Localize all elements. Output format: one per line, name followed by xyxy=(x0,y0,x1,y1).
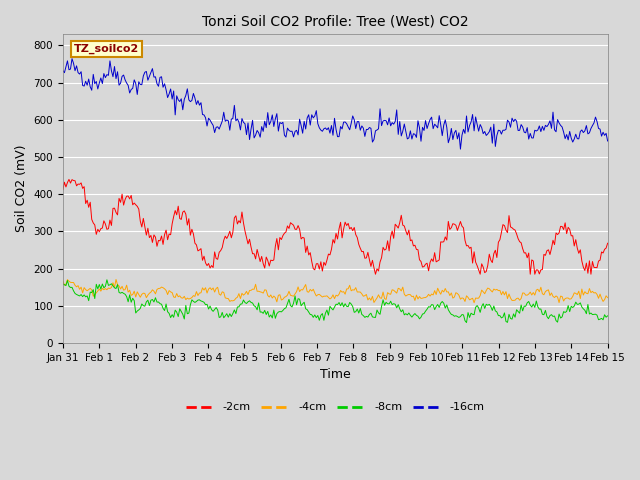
Legend: -2cm, -4cm, -8cm, -16cm: -2cm, -4cm, -8cm, -16cm xyxy=(181,398,490,417)
X-axis label: Time: Time xyxy=(320,368,351,381)
Title: Tonzi Soil CO2 Profile: Tree (West) CO2: Tonzi Soil CO2 Profile: Tree (West) CO2 xyxy=(202,15,468,29)
Text: TZ_soilco2: TZ_soilco2 xyxy=(74,44,139,54)
Y-axis label: Soil CO2 (mV): Soil CO2 (mV) xyxy=(15,145,28,232)
